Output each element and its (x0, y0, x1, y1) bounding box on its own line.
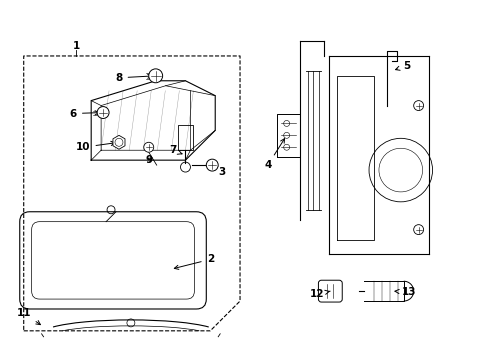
Text: 5: 5 (395, 61, 409, 71)
Circle shape (206, 159, 218, 171)
Text: 3: 3 (213, 166, 225, 177)
Circle shape (143, 142, 153, 152)
Text: 13: 13 (394, 287, 415, 297)
Text: 10: 10 (76, 141, 115, 152)
Text: 12: 12 (309, 289, 329, 299)
Text: 8: 8 (115, 73, 151, 83)
Text: 1: 1 (73, 41, 80, 51)
Text: 11: 11 (17, 308, 41, 325)
Text: 7: 7 (168, 145, 182, 155)
Text: 6: 6 (70, 108, 99, 118)
Circle shape (97, 107, 109, 118)
Text: 9: 9 (145, 155, 152, 165)
Text: 4: 4 (264, 139, 284, 170)
Circle shape (148, 69, 163, 83)
Polygon shape (113, 135, 125, 149)
Text: 2: 2 (174, 255, 213, 269)
